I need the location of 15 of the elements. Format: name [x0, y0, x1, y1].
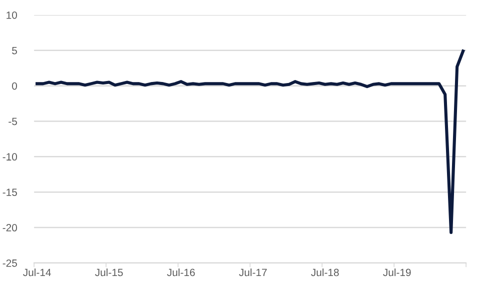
x-tick-label: Jul-16: [167, 268, 195, 276]
y-tick-label: -15: [2, 188, 17, 196]
x-tick-label: Jul-17: [239, 268, 267, 276]
y-tick-label: 5: [12, 47, 17, 54]
y-tick-label: 0: [12, 82, 18, 90]
line-series: [36, 50, 465, 234]
x-tick-label: Jul-19: [383, 268, 411, 276]
y-tick-label: -25: [2, 259, 17, 267]
y-tick-label: 10: [6, 11, 18, 19]
y-tick-label: -20: [2, 224, 18, 232]
x-tick-label: Jul-18: [311, 268, 339, 276]
y-tick-label: -10: [2, 153, 18, 161]
x-tick-label: Jul-15: [95, 268, 123, 276]
y-tick-label: -5: [8, 118, 17, 126]
x-tick-label: Jul-14: [23, 268, 51, 276]
